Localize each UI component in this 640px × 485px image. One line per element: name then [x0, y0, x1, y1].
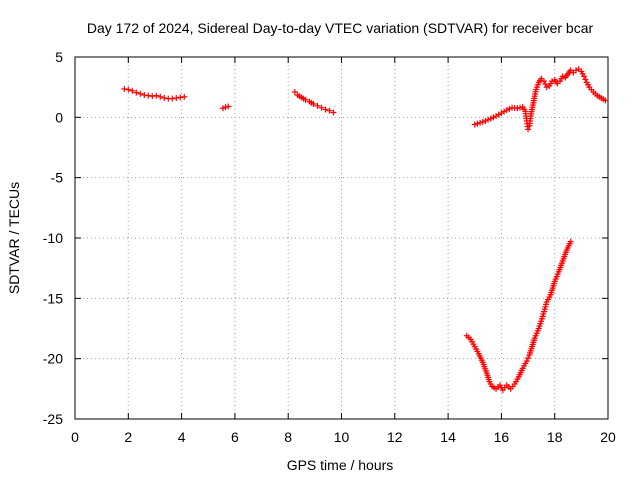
- x-tick-label: 16: [494, 429, 510, 445]
- y-tick-label: 0: [55, 109, 63, 125]
- y-tick-label: -20: [43, 351, 63, 367]
- data-point: [219, 105, 226, 112]
- data-point: [581, 73, 588, 80]
- y-tick-label: -5: [51, 170, 64, 186]
- data-point: [157, 93, 164, 100]
- data-point: [549, 78, 556, 85]
- x-tick-label: 14: [440, 429, 456, 445]
- y-tick-label: -10: [43, 230, 63, 246]
- data-point: [503, 107, 510, 114]
- data-point-fill: [542, 81, 549, 88]
- data-point: [125, 86, 132, 93]
- chart-title: Day 172 of 2024, Sidereal Day-to-day VTE…: [87, 20, 594, 36]
- grid: [75, 57, 608, 419]
- data-point: [153, 92, 160, 99]
- data-point: [525, 126, 532, 133]
- x-tick-label: 4: [178, 429, 186, 445]
- data-point: [302, 96, 309, 103]
- x-axis-label: GPS time / hours: [287, 457, 394, 473]
- x-tick-label: 10: [334, 429, 350, 445]
- x-tick-label: 6: [231, 429, 239, 445]
- data-point: [523, 358, 530, 365]
- data-point: [314, 102, 321, 109]
- data-point: [121, 85, 128, 92]
- data-point: [222, 104, 229, 111]
- data-point: [129, 87, 136, 94]
- data-point: [169, 95, 176, 102]
- x-tick-label: 20: [600, 429, 616, 445]
- data-point: [482, 117, 489, 124]
- y-tick-label: -25: [43, 411, 63, 427]
- data-point-fill: [474, 120, 481, 127]
- data-point: [567, 238, 574, 245]
- data-point-fill: [582, 76, 589, 83]
- y-axis: -25 -20 -15 -10 -5 0 5: [43, 49, 608, 427]
- data-point: [145, 92, 152, 99]
- data-point: [225, 103, 232, 110]
- data-point: [310, 101, 317, 108]
- data-point-fill: [490, 114, 497, 121]
- x-tick-label: 2: [124, 429, 132, 445]
- x-tick-label: 18: [547, 429, 563, 445]
- data-point: [141, 92, 148, 99]
- x-tick-label: 8: [284, 429, 292, 445]
- x-tick-label: 0: [71, 429, 79, 445]
- data-point-fill: [517, 104, 524, 111]
- y-tick-label: -15: [43, 290, 63, 306]
- data-point: [573, 67, 580, 74]
- data-point: [602, 97, 609, 104]
- data-point: [149, 93, 156, 100]
- data-point: [181, 93, 188, 100]
- data-point: [541, 78, 548, 85]
- data-point: [471, 121, 478, 128]
- data-point-fill: [479, 118, 486, 125]
- data-point: [330, 109, 337, 116]
- x-axis: 0 2 4 6 8 10 12 14 16 18 20: [71, 57, 616, 445]
- y-axis-label: SDTVAR / TECUs: [6, 182, 22, 294]
- y-tick-label: 5: [55, 49, 63, 65]
- data-point-fill: [506, 105, 513, 112]
- data-point: [177, 94, 184, 101]
- x-tick-label: 12: [387, 429, 403, 445]
- data-point: [477, 119, 484, 126]
- data-point: [514, 105, 521, 112]
- data-point-fill: [525, 355, 532, 362]
- data-point: [543, 84, 550, 91]
- data-point: [487, 115, 494, 122]
- data-point: [133, 89, 140, 96]
- data-point: [137, 90, 144, 97]
- data-point: [318, 104, 325, 111]
- data-point: [291, 88, 298, 95]
- data-point: [559, 73, 566, 80]
- data-point-fill: [485, 116, 492, 123]
- data-point: [161, 95, 168, 102]
- data-point: [326, 107, 333, 114]
- data-points: [121, 66, 609, 394]
- data-point: [322, 106, 329, 113]
- data-point: [173, 95, 180, 102]
